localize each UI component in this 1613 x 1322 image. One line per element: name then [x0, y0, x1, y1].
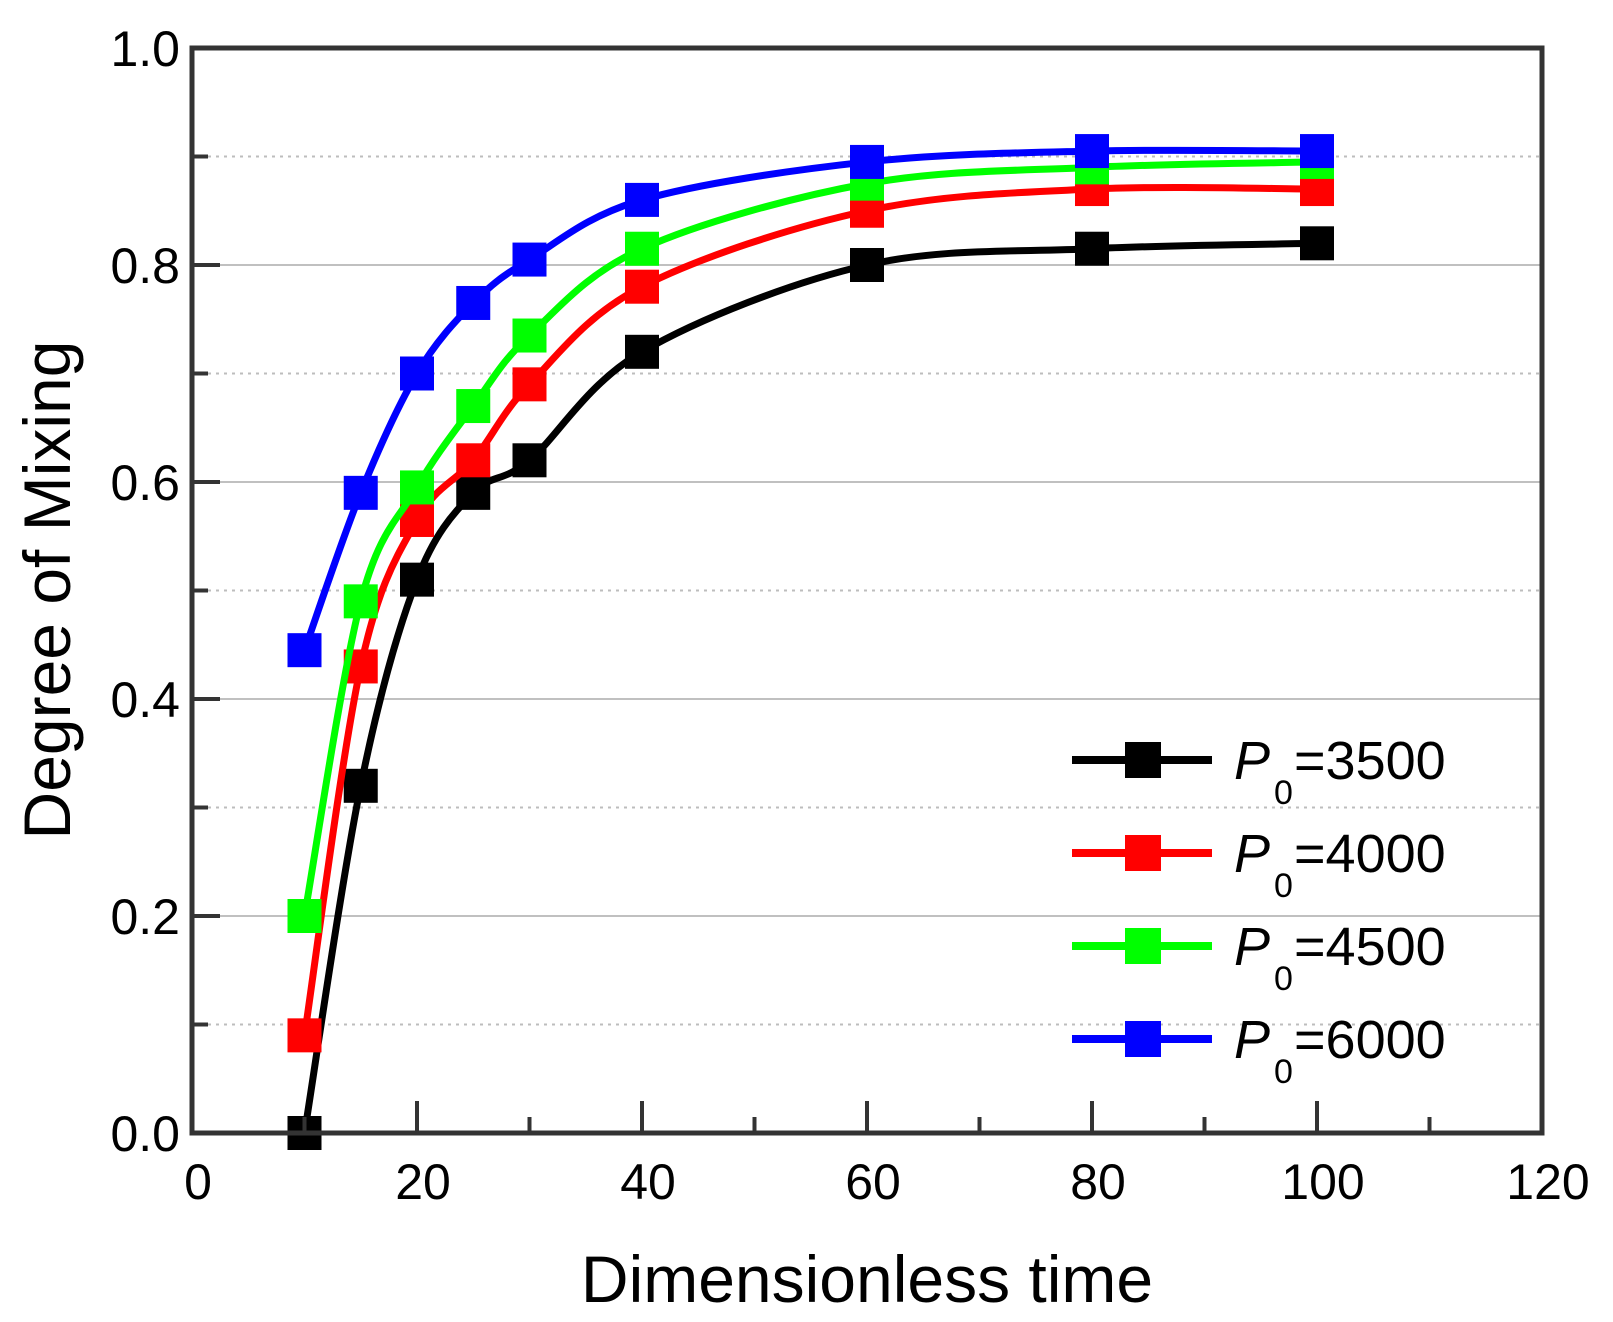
legend-label-subscript: 0 — [1274, 867, 1293, 905]
series-line — [301, 158, 1318, 917]
data-point — [625, 334, 659, 369]
data-point — [287, 899, 322, 933]
data-point — [512, 443, 547, 478]
y-tick-label: 0.6 — [110, 455, 180, 511]
legend-label-subscript: 0 — [1274, 960, 1293, 998]
data-point — [512, 367, 547, 402]
legend-item: P0=4500 — [1072, 917, 1446, 998]
legend-label-value: =4500 — [1294, 917, 1446, 977]
data-point — [400, 470, 434, 505]
legend-marker — [1125, 742, 1161, 778]
tick-labels: 0 20 40 60 80 100 120 0.0 0.2 0.4 0.6 0.8 1.0 — [110, 21, 1589, 1210]
legend-label-symbol: P — [1234, 824, 1270, 884]
data-point — [287, 1018, 322, 1053]
y-tick-label: 0.2 — [110, 889, 180, 945]
x-tick-label: 40 — [620, 1154, 676, 1210]
legend-item: P0=6000 — [1072, 1010, 1446, 1091]
data-point — [343, 584, 378, 619]
data-point — [625, 269, 659, 304]
x-axis-title: Dimensionless time — [581, 1242, 1153, 1316]
data-point — [456, 443, 491, 478]
y-tick-label: 1.0 — [110, 21, 180, 77]
series-line — [301, 239, 1318, 1134]
data-point — [456, 475, 491, 510]
data-point — [850, 248, 884, 282]
legend-item: P0=4000 — [1072, 824, 1446, 905]
data-point — [287, 633, 322, 668]
x-tick-label: 120 — [1506, 1154, 1589, 1210]
legend-marker — [1125, 1021, 1161, 1057]
x-tick-label: 0 — [184, 1154, 212, 1210]
data-point — [343, 475, 378, 510]
legend-label-symbol: P — [1234, 1010, 1270, 1070]
data-point — [512, 242, 547, 277]
legend-marker — [1125, 928, 1161, 964]
legend-label-symbol: P — [1234, 731, 1270, 791]
data-point — [850, 144, 884, 179]
grid-lines — [192, 155, 1542, 1026]
data-point — [625, 231, 659, 266]
x-tick-label: 60 — [845, 1154, 901, 1210]
y-tick-label: 0.0 — [110, 1106, 180, 1162]
legend-item: P0=3500 — [1072, 731, 1446, 812]
legend-label-value: =3500 — [1294, 731, 1446, 791]
data-point — [512, 318, 547, 353]
y-tick-label: 0.8 — [110, 238, 180, 294]
data-point — [456, 285, 491, 320]
y-axis-title: Degree of Mixing — [10, 341, 84, 840]
data-point — [1300, 226, 1334, 261]
legend-marker — [1125, 835, 1161, 871]
x-tick-label: 100 — [1281, 1154, 1364, 1210]
data-point — [625, 182, 659, 217]
y-tick-label: 0.4 — [110, 672, 180, 728]
x-tick-label: 80 — [1070, 1154, 1126, 1210]
legend-label-subscript: 0 — [1274, 774, 1293, 812]
series-P0=4500 — [287, 144, 1334, 933]
series-P0=3500 — [287, 226, 1334, 1150]
axis-ticks — [190, 46, 1544, 1135]
data-point — [400, 562, 434, 597]
data-point — [1075, 134, 1109, 169]
series-layer — [287, 134, 1334, 1150]
data-point — [456, 389, 491, 424]
legend-label-value: =4000 — [1294, 824, 1446, 884]
x-tick-label: 20 — [395, 1154, 451, 1210]
legend-label-value: =6000 — [1294, 1010, 1446, 1070]
data-point — [343, 768, 378, 803]
legend-label-symbol: P — [1234, 917, 1270, 977]
legend-label-subscript: 0 — [1274, 1053, 1293, 1091]
data-point — [400, 356, 434, 391]
series-P0=4000 — [287, 172, 1334, 1053]
data-point — [1300, 134, 1334, 169]
data-point — [1075, 231, 1109, 266]
series-P0=6000 — [287, 134, 1334, 668]
